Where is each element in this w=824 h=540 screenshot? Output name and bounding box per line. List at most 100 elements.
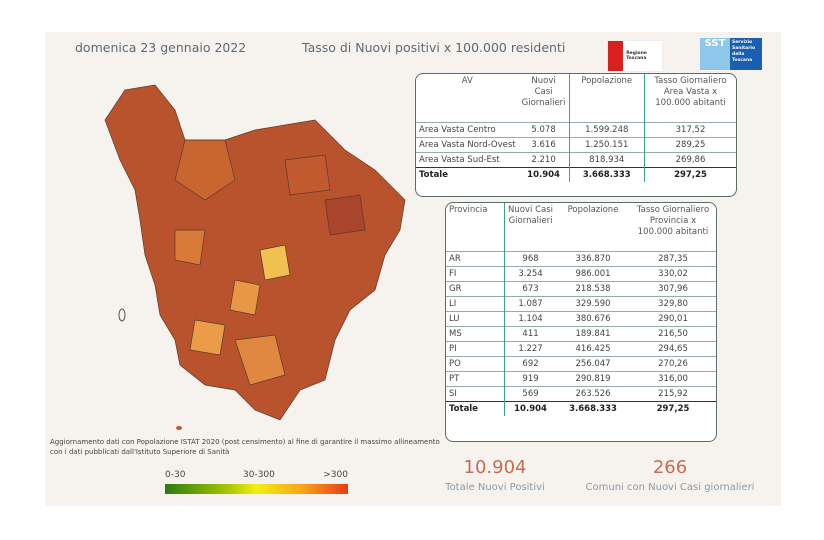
cell: 290.819 (556, 370, 630, 386)
table-row: GR 673 218.538 307,96 (446, 280, 716, 296)
cell: 297,25 (644, 166, 736, 182)
cell: 287,35 (630, 250, 716, 266)
cell: 317,52 (644, 121, 736, 137)
cell: 569 (504, 385, 557, 401)
table-row: MS 411 189.841 216,50 (446, 325, 716, 341)
map-region (229, 279, 261, 316)
island (176, 426, 182, 430)
cell: 329,80 (630, 295, 716, 311)
cell: AR (446, 250, 505, 266)
cell: 329.590 (556, 295, 630, 311)
cell: 3.616 (518, 136, 570, 152)
cell: 263.526 (556, 385, 630, 401)
cell: 380.676 (556, 310, 630, 326)
cell: 189.841 (556, 325, 630, 341)
kpi-label: Totale Nuovi Positivi (445, 482, 545, 493)
col-header[interactable]: AV (461, 76, 473, 86)
tuscany-map[interactable] (85, 80, 415, 430)
cell: Area Vasta Centro (416, 121, 519, 137)
map-region (259, 244, 291, 281)
cell: 290,01 (630, 310, 716, 326)
table-row: PT 919 290.819 316,00 (446, 370, 716, 386)
cell: GR (446, 280, 505, 296)
cell: 2.210 (518, 151, 570, 167)
cell: Area Vasta Sud-Est (416, 151, 519, 167)
cell: 297,25 (630, 400, 716, 416)
map-region (174, 139, 236, 201)
cell: 692 (504, 355, 557, 371)
cell: 294,65 (630, 340, 716, 356)
cell: 3.668.333 (556, 400, 630, 416)
cell: 218.538 (556, 280, 630, 296)
regione-logo-text: Regione Toscana (626, 51, 647, 61)
map-region (189, 319, 226, 356)
cell: Area Vasta Nord-Ovest (416, 136, 519, 152)
cell: 5.078 (518, 121, 570, 137)
table-row: PI 1.227 416.425 294,65 (446, 340, 716, 356)
col-header[interactable]: Nuovi Casi Giornalieri (521, 76, 566, 108)
cell: SI (446, 385, 505, 401)
cell: 336.870 (556, 250, 630, 266)
table-row: SI 569 263.526 215,92 (446, 385, 716, 401)
col-header[interactable]: Nuovi Casi Giornalieri (504, 203, 557, 251)
cell: 1.227 (504, 340, 557, 356)
table-row: Area Vasta Sud-Est 2.210 818.934 269,86 (416, 151, 736, 167)
cell: Totale (416, 166, 519, 182)
col-header[interactable]: Tasso Giornaliero Area Vasta x 100.000 a… (644, 74, 736, 122)
kpi-comuni: 266 Comuni con Nuovi Casi giornalieri (580, 457, 760, 493)
kpi-label: Comuni con Nuovi Casi giornalieri (585, 482, 755, 493)
table-row: Area Vasta Nord-Ovest 3.616 1.250.151 289,2… (416, 136, 736, 152)
col-header[interactable]: Popolazione (567, 205, 619, 215)
cell: LI (446, 295, 505, 311)
cell: 818.934 (568, 151, 645, 167)
cell: MS (446, 325, 505, 341)
col-header[interactable]: Popolazione (568, 74, 645, 122)
cell: 215,92 (630, 385, 716, 401)
col-header[interactable]: Provincia (449, 205, 488, 215)
cell: 256.047 (556, 355, 630, 371)
date-label: domenica 23 gennaio 2022 (75, 40, 247, 55)
cell: 3.254 (504, 265, 557, 281)
page-title: Tasso di Nuovi positivi x 100.000 reside… (302, 40, 566, 55)
cell: 269,86 (644, 151, 736, 167)
legend-high: >300 (323, 470, 348, 480)
cell: 216,50 (630, 325, 716, 341)
map-region (174, 229, 206, 266)
col-header[interactable]: Tasso Giornaliero Provincia x 100.000 ab… (636, 205, 710, 237)
total-row: Totale 10.904 3.668.333 297,25 (416, 166, 736, 182)
cell: 919 (504, 370, 557, 386)
cell: 10.904 (504, 400, 557, 416)
cell: FI (446, 265, 505, 281)
cell: Totale (446, 400, 505, 416)
island (118, 308, 126, 322)
cell: 289,25 (644, 136, 736, 152)
cell: 673 (504, 280, 557, 296)
table-row: PO 692 256.047 270,26 (446, 355, 716, 371)
cell: 316,00 (630, 370, 716, 386)
cell: 411 (504, 325, 557, 341)
cell: 416.425 (556, 340, 630, 356)
sst-logo: SST Servizio Sanitario della Toscana (700, 38, 762, 70)
table-row: LU 1.104 380.676 290,01 (446, 310, 716, 326)
legend-gradient (165, 484, 348, 494)
cell: 1.599.248 (568, 121, 645, 137)
cell: PI (446, 340, 505, 356)
legend-mid: 30-300 (243, 470, 275, 480)
cell: 968 (504, 250, 557, 266)
cell: 270,26 (630, 355, 716, 371)
table-row: Area Vasta Centro 5.078 1.599.248 317,52 (416, 121, 736, 137)
cell: LU (446, 310, 505, 326)
provincia-table: Provincia Nuovi Casi Giornalieri Popolazio… (445, 202, 717, 442)
table-row: AR 968 336.870 287,35 (446, 250, 716, 266)
map-region (324, 194, 366, 236)
kpi-value: 10.904 (463, 457, 527, 478)
cell: PO (446, 355, 505, 371)
sst-logo-mark: SST (700, 38, 730, 70)
map-region (234, 334, 286, 386)
cell: 1.087 (504, 295, 557, 311)
table-row: FI 3.254 986.001 330,02 (446, 265, 716, 281)
map-region (284, 154, 331, 196)
legend-low: 0-30 (165, 470, 186, 480)
data-note: Aggiornamento dati con Popolazione ISTAT… (50, 438, 440, 456)
cell: 3.668.333 (568, 166, 645, 182)
